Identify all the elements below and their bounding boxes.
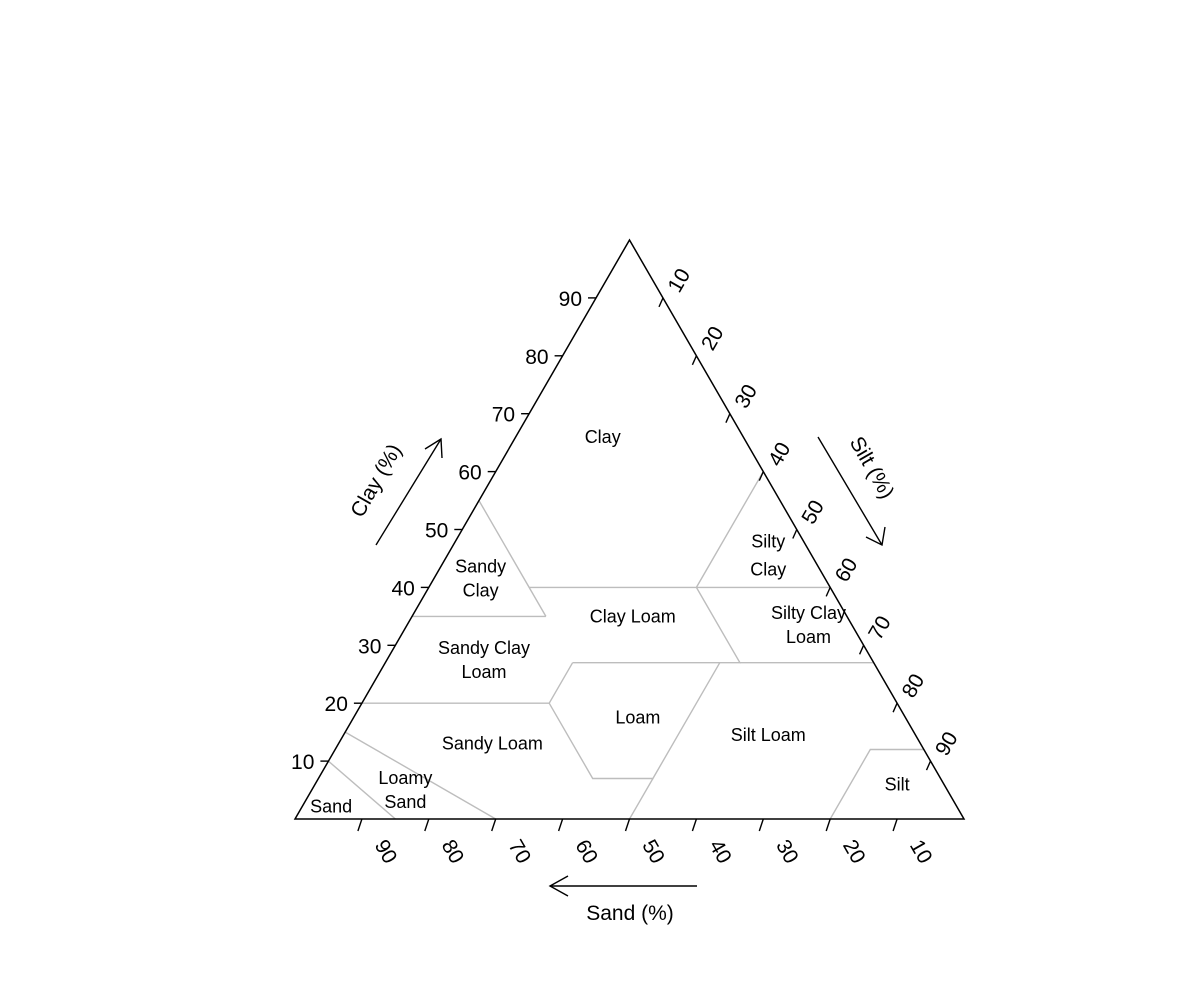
silt-30-tick [725, 413, 731, 423]
sand-60-tick-label: 60 [570, 836, 602, 868]
sand-70-tick-label: 70 [504, 836, 536, 868]
sand-70-tick [491, 818, 497, 832]
silt-40-tick-label: 40 [764, 438, 796, 470]
sand-50-tick-label: 50 [637, 836, 669, 868]
silt-20-tick-label: 20 [697, 323, 729, 355]
sand-10-tick-label: 10 [905, 836, 937, 868]
region-sandy-clay-label: Sandy [455, 557, 506, 577]
silt-80-tick-label: 80 [898, 670, 930, 702]
clay-60-tick-label: 60 [458, 462, 481, 485]
clay-40-tick-label: 40 [391, 577, 414, 600]
sand-30-tick-label: 30 [771, 836, 803, 868]
silt-50-tick [792, 529, 798, 539]
silt-20-tick [691, 355, 698, 366]
sand-60-tick [557, 818, 564, 832]
sand-40-tick-label: 40 [704, 836, 736, 868]
sand-80-tick-label: 80 [437, 836, 469, 868]
class-boundary-8 [548, 662, 721, 780]
silt-axis-title-group: Silt (%) [817, 433, 899, 547]
clay-30-tick-label: 30 [358, 635, 381, 658]
silt-70-tick [858, 645, 865, 655]
sand-20-tick [825, 818, 831, 832]
region-clay-label: Clay [585, 427, 621, 447]
clay-axis-arrow [375, 438, 442, 546]
silt-90-tick [925, 760, 932, 771]
sand-50-tick [624, 818, 631, 832]
sand-80-tick [424, 818, 430, 832]
silt-axis-title: Silt (%) [845, 433, 899, 503]
clay-50-tick-label: 50 [425, 520, 448, 543]
class-boundary-10 [344, 731, 497, 820]
clay-20-tick-label: 20 [325, 693, 348, 716]
silt-50-tick-label: 50 [797, 496, 829, 528]
region-loamy-sand-label: Sand [384, 792, 426, 812]
silt-40-tick [758, 471, 764, 481]
silt-90-tick-label: 90 [931, 728, 963, 760]
region-labels: Clay Sandy Clay Silty Clay Clay Loam Silty Cla… [310, 427, 910, 816]
silt-10-tick-label: 10 [664, 265, 696, 297]
region-sandy-loam-label: Sandy Loam [442, 734, 543, 754]
region-sandy-clay-loam-label: Sandy Clay [438, 638, 530, 658]
sand-90-tick [357, 818, 363, 832]
region-sandy-clay-loam-label: Loam [461, 662, 506, 682]
sand-arrow-head [548, 875, 569, 897]
silt-10-tick [658, 297, 664, 308]
class-boundaries [327, 471, 924, 820]
silt-arrow-head [865, 526, 886, 547]
clay-80-tick-label: 80 [525, 346, 548, 369]
silt-axis-arrow [817, 436, 883, 546]
region-sandy-clay-label: Clay [463, 581, 499, 601]
region-loamy-sand-label: Loamy [378, 768, 432, 788]
silt-60-tick [825, 587, 831, 597]
class-boundary-9 [628, 778, 654, 820]
silt-70-tick-label: 70 [864, 612, 896, 644]
class-boundary-2 [529, 471, 764, 589]
region-silt-label: Silt [885, 774, 910, 794]
sand-axis-title-group: Sand (%) [548, 875, 697, 925]
region-silty-clay-label: Silty [751, 532, 785, 552]
clay-arrow-head [424, 437, 443, 459]
class-boundary-11 [327, 760, 396, 820]
region-silty-clay-loam-label: Silty Clay [771, 603, 846, 623]
sand-30-tick [758, 818, 764, 832]
silt-30-tick-label: 30 [730, 381, 762, 413]
region-silty-clay-label: Clay [750, 560, 786, 580]
region-silt-loam-label: Silt Loam [731, 725, 806, 745]
region-sand-label: Sand [310, 796, 352, 816]
silt-80-tick [892, 702, 898, 713]
sand-axis-title: Sand (%) [586, 902, 674, 925]
sand-10-tick [892, 818, 898, 832]
sand-20-tick-label: 20 [838, 836, 870, 868]
sand-90-tick-label: 90 [370, 836, 402, 868]
class-boundary-1 [478, 500, 547, 617]
triangle-outline [293, 238, 966, 820]
clay-70-tick-label: 70 [492, 404, 515, 427]
sand-40-tick [691, 818, 698, 832]
region-silty-clay-loam-label: Loam [786, 627, 831, 647]
clay-10-tick-label: 10 [291, 751, 314, 774]
class-boundary-12 [829, 748, 924, 820]
silt-60-tick-label: 60 [831, 554, 863, 586]
region-clay-loam-label: Clay Loam [590, 606, 676, 626]
clay-90-tick-label: 90 [559, 288, 582, 311]
region-loam-label: Loam [615, 708, 660, 728]
